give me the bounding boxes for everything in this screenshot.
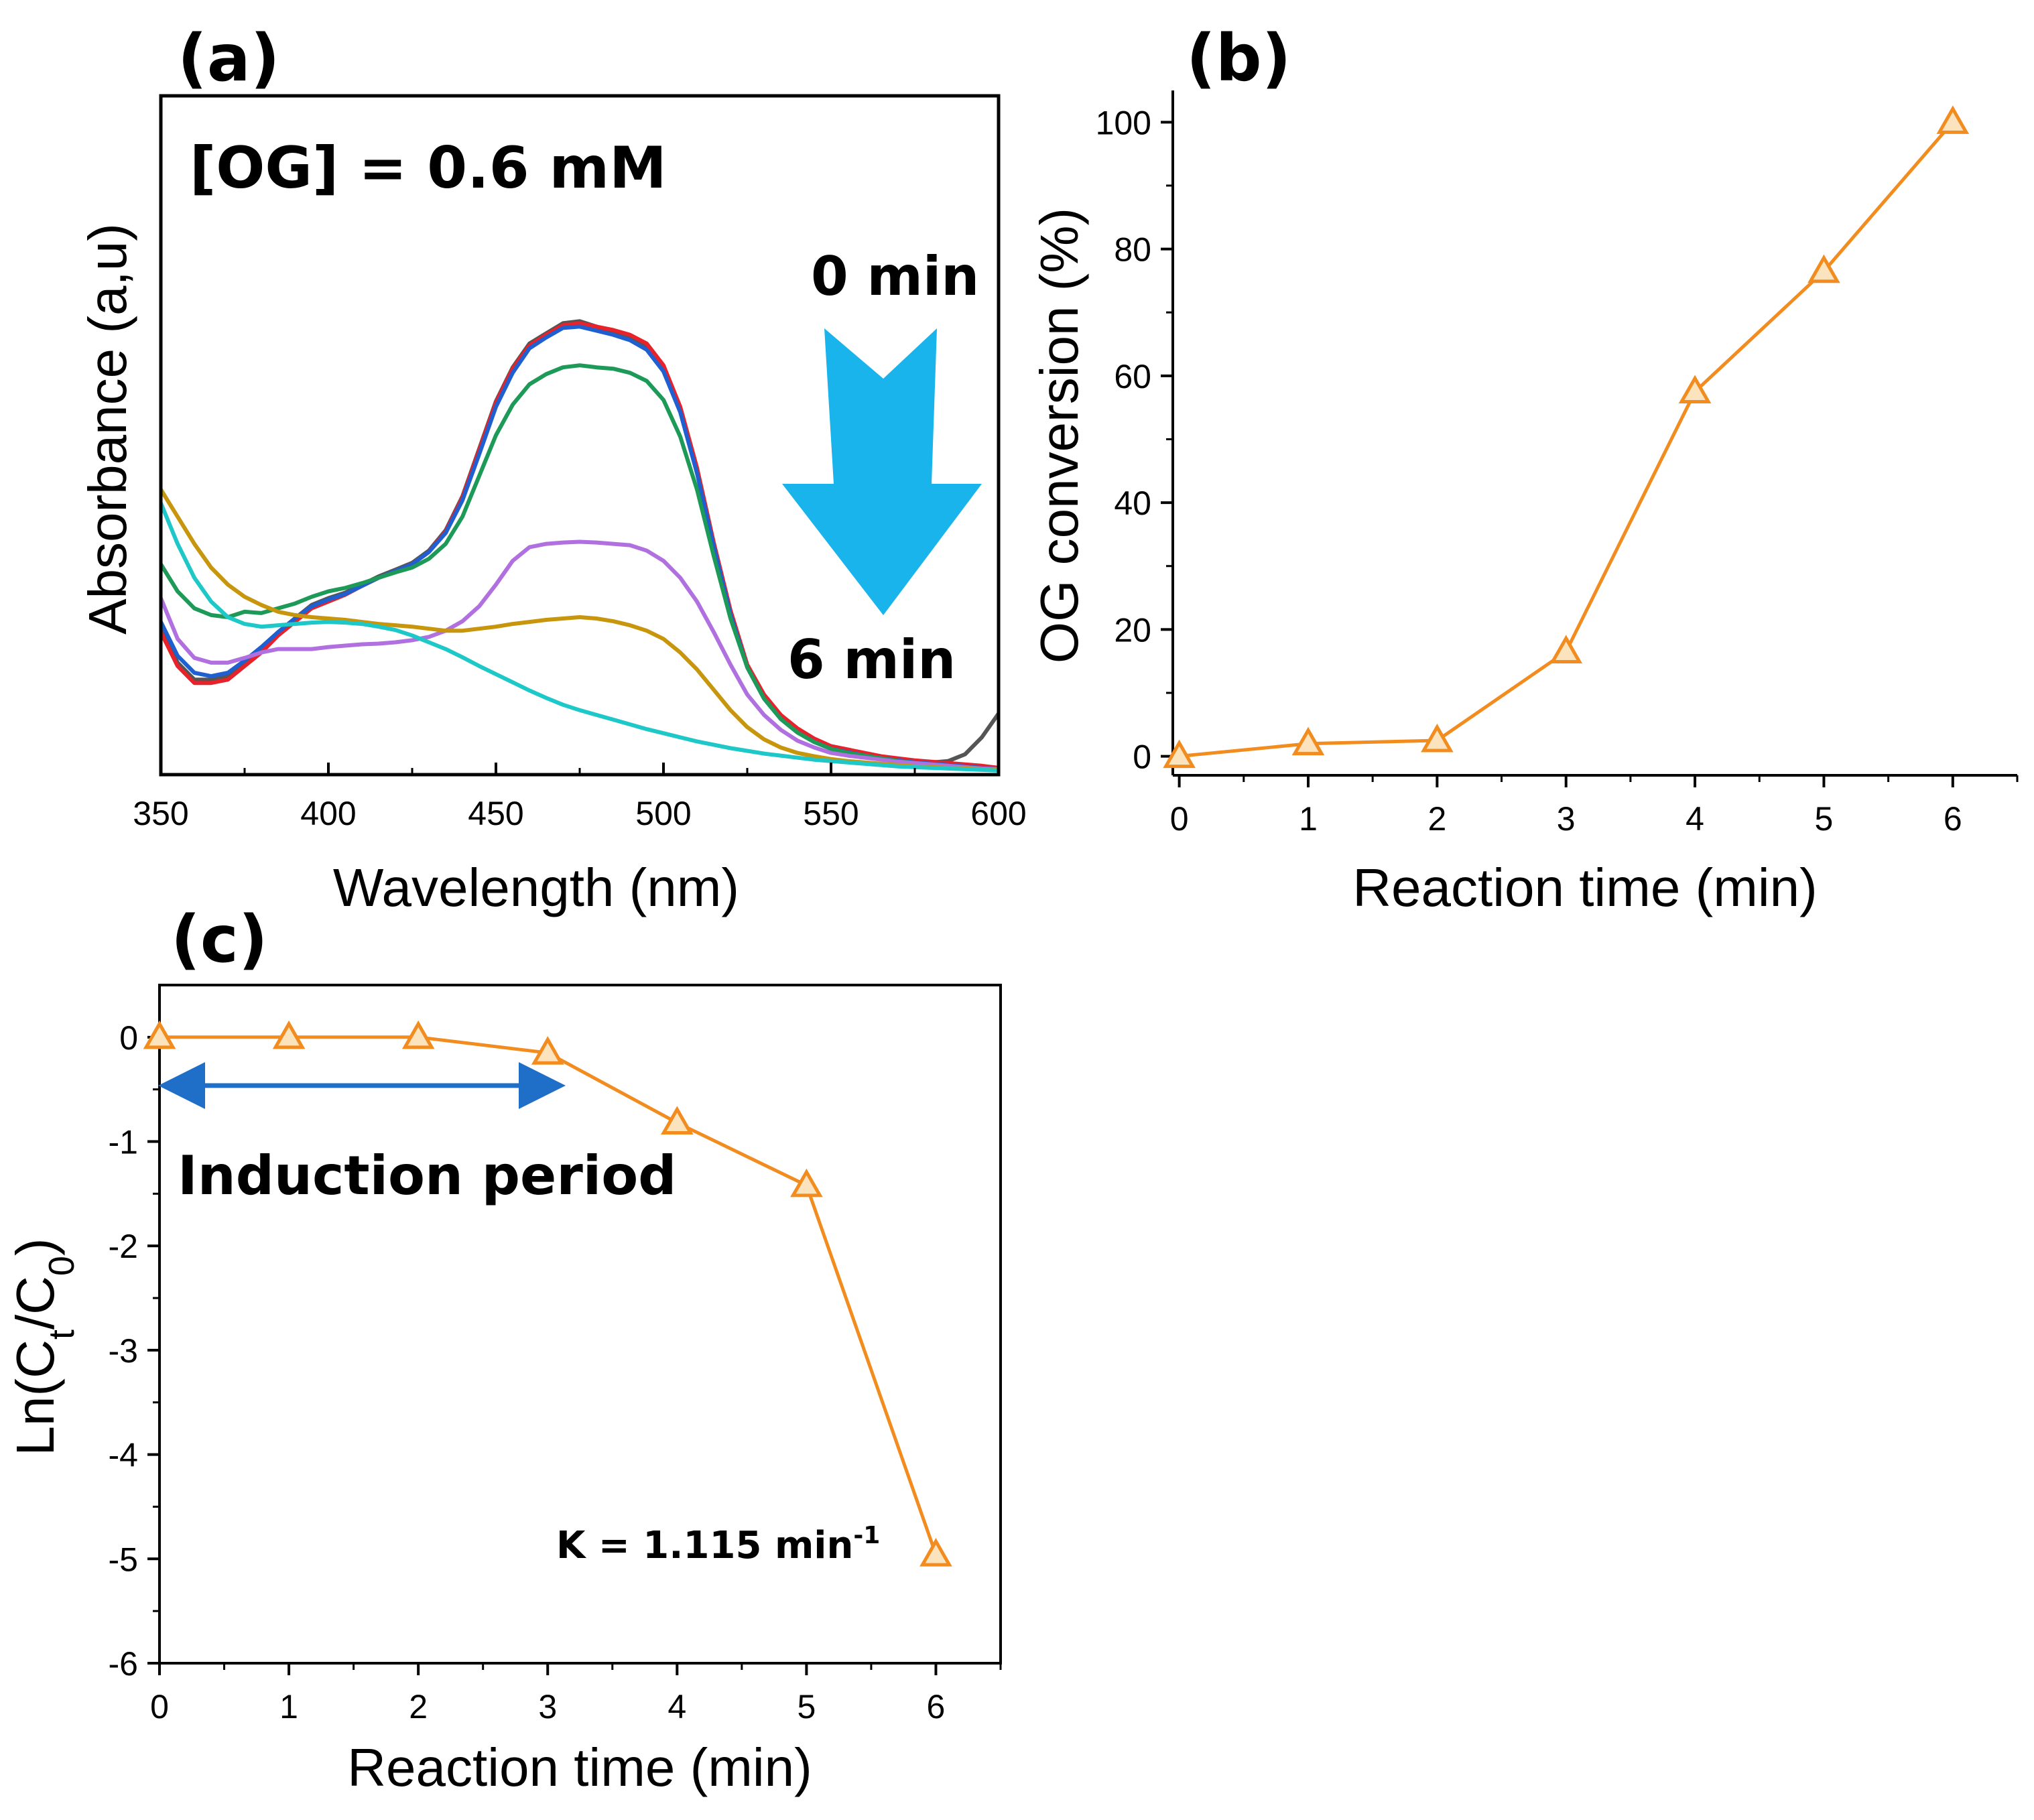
triangle-marker [1549,635,1583,663]
down-arrow-icon [782,328,982,615]
panel-c-ticks: 0 1 2 3 4 5 6 0 -1 -2 -3 -4 -5 -6 [109,1019,1002,1726]
x-tick-label: 5 [1815,800,1834,838]
panel-c-label: (c) [171,902,268,977]
panel-b-label: (b) [1186,21,1291,96]
panel-a-x-ticks: 350 400 450 500 550 600 [133,763,1027,832]
conversion-series [1163,105,1970,769]
triangle-marker [1678,375,1712,403]
x-tick-label: 4 [1686,800,1704,838]
triangle-marker [143,1020,176,1049]
x-tick-label: 0 [150,1688,169,1726]
spectrum-line-6 [159,502,999,773]
y-tick-label: 0 [1133,738,1151,776]
x-tick-label: 1 [1299,800,1318,838]
y-tick-label: 40 [1114,484,1151,522]
x-tick-label: 6 [927,1688,946,1726]
x-tick-label: 4 [668,1688,686,1726]
spectrum-line-3 [159,363,999,771]
y-tick-label: -2 [109,1228,138,1265]
triangle-marker [1807,254,1840,283]
triangle-marker [660,1106,694,1135]
x-tick-label: 6 [1944,800,1962,838]
ln-series [143,1020,952,1567]
y-tick-label: 80 [1114,231,1151,269]
panel-c-x-title: Reaction time (min) [347,1738,812,1797]
rate-constant-label: K = 1.115 min-1 [556,1522,880,1567]
panel-a-label: (a) [178,21,280,96]
y-tick-label: 60 [1114,358,1151,395]
y-tick-label: -6 [109,1645,138,1683]
y-tick-label: 0 [119,1019,138,1057]
panel-b-x-title: Reaction time (min) [1352,858,1818,917]
spectrum-line-4 [159,539,999,771]
rate-constant-text: K = 1.115 min [556,1524,853,1567]
triangle-marker [401,1020,435,1049]
y-tick-label: 100 [1096,104,1151,141]
x-tick-label: 3 [538,1688,557,1726]
start-time-label: 0 min [811,245,979,308]
x-tick-label: 350 [133,795,188,832]
triangle-marker [531,1036,564,1065]
concentration-label: [OG] = 0.6 mM [190,135,667,202]
rate-constant-exponent: -1 [853,1522,880,1549]
panel-c-kinetics: (c) 0 1 2 3 4 5 6 0 -1 -2 -3 -4 -5 -6 Induction perio… [5,902,1002,1797]
x-tick-label: 2 [1427,800,1446,838]
x-tick-label: 550 [803,795,859,832]
triangle-marker [1291,726,1325,756]
x-tick-label: 3 [1557,800,1576,838]
panel-a-spectra: (a) 350 400 450 500 550 600 [OG] = 0.6 mM 0 m… [78,21,1027,917]
x-tick-label: 0 [1170,800,1189,838]
y-tick-label: -3 [109,1332,138,1370]
y-tick-label: 20 [1114,611,1151,649]
x-tick-label: 400 [300,795,356,832]
spectra-series [159,319,1001,773]
data-line [160,1035,938,1555]
panel-c-y-title: Ln(Ct/C0) [5,1238,82,1455]
x-tick-label: 2 [409,1688,428,1726]
triangle-marker [272,1020,306,1049]
x-tick-label: 5 [797,1688,816,1726]
end-time-label: 6 min [787,629,956,691]
y-tick-label: -4 [109,1437,138,1474]
panel-b-y-title: OG conversion (%) [1029,208,1089,663]
induction-period-label: Induction period [178,1145,676,1207]
x-tick-label: 450 [468,795,523,832]
triangle-marker [1163,739,1196,769]
triangle-marker [1421,723,1454,753]
panel-c-frame [158,984,1002,1665]
x-tick-label: 1 [279,1688,298,1726]
triangle-marker [790,1168,823,1197]
panel-a-y-title: Absorbance (a,u) [78,223,137,635]
triangle-marker [919,1538,952,1567]
x-tick-label: 500 [635,795,691,832]
x-tick-label: 600 [970,795,1026,832]
y-tick-label: -1 [109,1124,138,1161]
triangle-marker [1936,105,1970,134]
y-tick-label: -5 [109,1541,138,1578]
panel-a-x-title: Wavelength (nm) [333,858,739,917]
